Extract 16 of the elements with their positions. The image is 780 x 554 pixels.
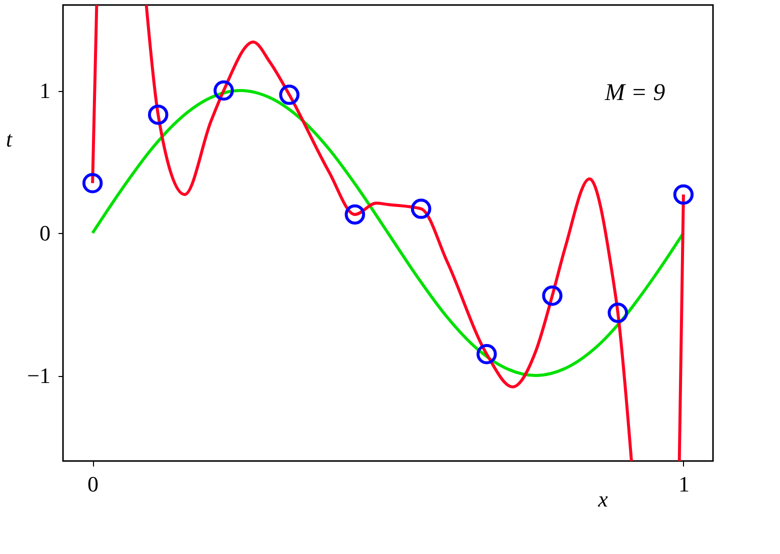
annotation: M = 9 (604, 80, 666, 106)
x-axis-title: x (597, 486, 608, 512)
y-tick-label: 0 (40, 220, 50, 246)
point (410, 198, 432, 219)
point (344, 204, 366, 225)
y-tick-label: −1 (27, 363, 50, 388)
y-axis-title: t (6, 126, 14, 152)
point (279, 84, 300, 105)
point (148, 104, 168, 125)
point (673, 184, 694, 205)
point (476, 344, 497, 364)
point (542, 286, 562, 306)
point (82, 172, 103, 194)
point (608, 302, 628, 323)
point (214, 80, 234, 101)
y-tick-label: 1 (40, 78, 50, 103)
